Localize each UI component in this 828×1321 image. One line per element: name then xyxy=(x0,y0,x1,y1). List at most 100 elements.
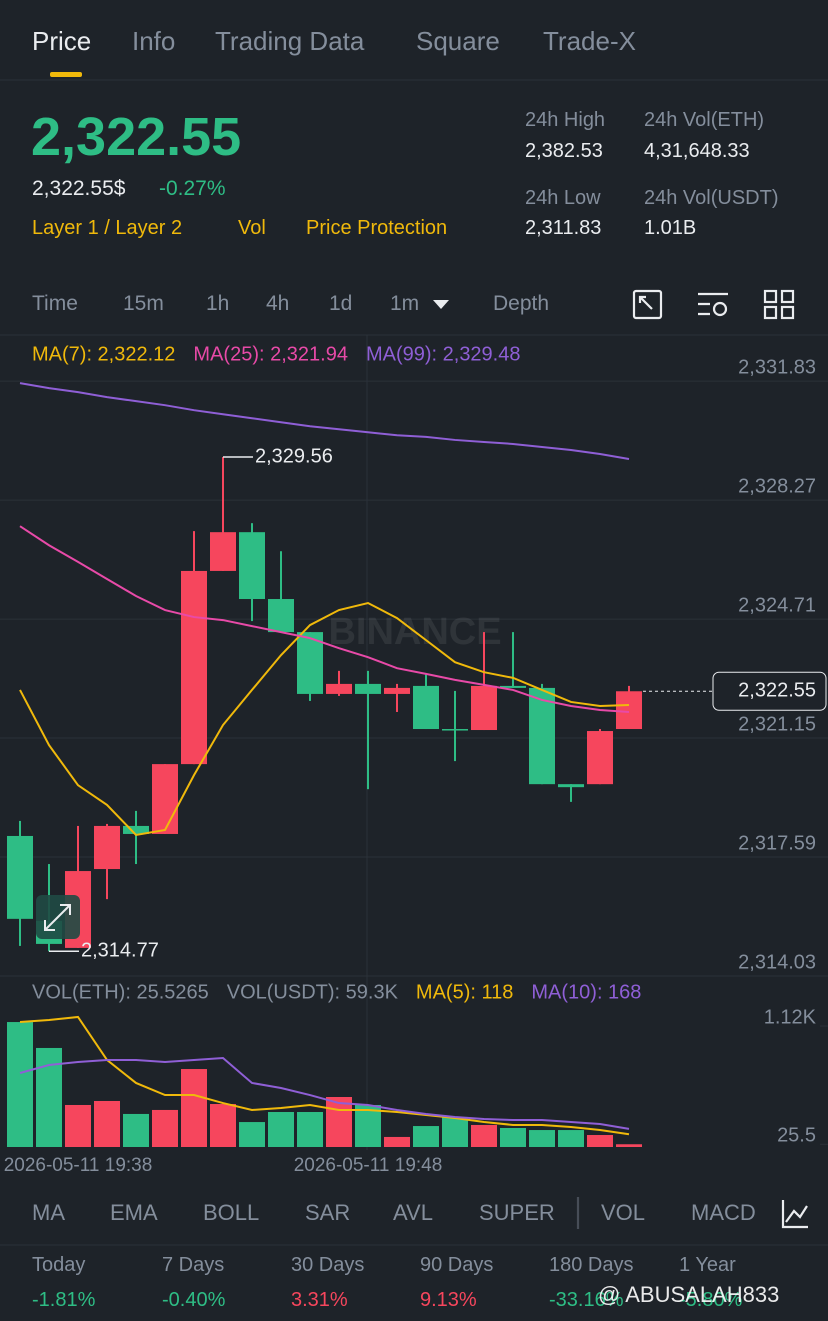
period-value: 9.13% xyxy=(420,1289,477,1311)
candle-body xyxy=(384,687,410,694)
fiat-price: 2,322.55$ xyxy=(32,177,126,200)
stat-label: 24h High xyxy=(525,109,606,131)
y-tick-label: 2,324.71 xyxy=(738,594,816,616)
ma-line xyxy=(19,525,630,713)
legend-entry: MA(7): 2,322.12 xyxy=(32,343,175,365)
period-value: -5.80% xyxy=(679,1289,743,1311)
legend-entry: VOL(ETH): 25.5265 xyxy=(32,981,209,1003)
period-label: 7 Days xyxy=(162,1254,225,1276)
period-value: 3.31% xyxy=(291,1289,348,1311)
extreme-label: 2,314.77 xyxy=(81,940,159,962)
icon xyxy=(780,305,795,320)
interval[interactable]: 1h xyxy=(206,292,230,315)
candle-body xyxy=(529,687,555,785)
y-tick-label: 2,328.27 xyxy=(738,475,816,497)
tag[interactable]: Price Protection xyxy=(306,217,448,239)
period-label: Today xyxy=(32,1254,86,1276)
candle-body xyxy=(616,691,642,730)
expand-icon xyxy=(44,904,71,931)
stat-label: 24h Low xyxy=(525,187,601,209)
y-tick-label: 25.5 xyxy=(777,1125,816,1147)
tag[interactable]: Layer 1 / Layer 2 xyxy=(32,217,183,239)
volume-bar xyxy=(442,1116,468,1147)
candle-body xyxy=(558,784,584,788)
volume-bar xyxy=(384,1136,410,1147)
last-price-box xyxy=(712,671,827,711)
indicator[interactable]: BOLL xyxy=(203,1200,260,1225)
last-price-label: 2,322.55 xyxy=(738,680,816,702)
y-tick-label: 1.12K xyxy=(764,1006,817,1028)
candle-body xyxy=(326,683,352,694)
candle-body xyxy=(413,685,439,730)
ma-line xyxy=(19,1015,630,1136)
period-value: -33.16% xyxy=(549,1289,624,1311)
x-tick-label: 2026-05-11 19:38 xyxy=(4,1155,153,1176)
candle-body xyxy=(297,632,323,694)
volume-bar xyxy=(587,1135,613,1147)
toolbar-icons xyxy=(576,289,808,1229)
indicator[interactable]: SUPER xyxy=(479,1200,555,1225)
indicator[interactable]: MA xyxy=(32,1200,65,1225)
tab[interactable]: Price xyxy=(32,26,92,56)
candle-body xyxy=(210,532,236,571)
interval[interactable]: Depth xyxy=(493,292,550,315)
y-tick-label: 2,331.83 xyxy=(738,356,816,378)
interval[interactable]: 4h xyxy=(266,292,290,315)
interval[interactable]: 1m xyxy=(390,292,420,315)
stat-value: 4,31,648.33 xyxy=(644,140,750,162)
indicator[interactable]: VOL xyxy=(601,1200,646,1225)
extreme-label: 2,329.56 xyxy=(255,445,333,467)
volume-bar xyxy=(210,1104,236,1147)
indicator[interactable]: SAR xyxy=(305,1200,351,1225)
candle-body xyxy=(587,731,613,785)
indicator[interactable]: EMA xyxy=(110,1200,158,1225)
period-label: 30 Days xyxy=(291,1254,365,1276)
icon-layout[interactable] xyxy=(763,289,778,304)
indicator[interactable]: MACD xyxy=(691,1200,756,1225)
interval[interactable]: Time xyxy=(32,292,78,315)
candle-body xyxy=(268,599,294,633)
volume-bar xyxy=(558,1130,584,1147)
candle-body xyxy=(355,683,381,694)
volume-bar xyxy=(297,1112,323,1147)
icon xyxy=(780,289,795,304)
tab[interactable]: Trading Data xyxy=(215,26,365,56)
icon-chart[interactable] xyxy=(781,1200,808,1229)
icon xyxy=(638,295,653,310)
volume-bar xyxy=(355,1104,381,1147)
stat-label: 24h Vol(ETH) xyxy=(644,109,765,131)
candle-body xyxy=(471,685,497,731)
ma-line xyxy=(19,382,630,460)
candle-body xyxy=(500,685,526,688)
ma-line xyxy=(19,601,630,837)
volume-bar xyxy=(181,1069,207,1147)
interval[interactable]: 1d xyxy=(329,292,353,315)
candle-body xyxy=(123,825,149,834)
period-label: 90 Days xyxy=(420,1254,494,1276)
volume-bar xyxy=(616,1144,642,1147)
tab[interactable]: Square xyxy=(416,26,500,56)
price-change: -0.27% xyxy=(159,177,226,200)
y-tick-label: 2,321.15 xyxy=(738,713,816,735)
stat-value: 1.01B xyxy=(644,217,697,239)
icon xyxy=(712,301,728,317)
stat-label: 24h Vol(USDT) xyxy=(644,187,779,209)
volume-bar xyxy=(529,1130,555,1147)
icon-fullscreen[interactable] xyxy=(632,289,663,320)
candle-body xyxy=(7,835,33,919)
icon-settings[interactable] xyxy=(698,292,728,316)
volume-bar xyxy=(268,1112,294,1147)
tag[interactable]: Vol xyxy=(238,217,266,239)
candle-body xyxy=(442,729,468,731)
plot: 2,331.83 2,328.27 2,324.71 2,321.15 2,317.59… xyxy=(0,343,828,1176)
volume-bar xyxy=(36,1047,62,1147)
interval[interactable]: 15m xyxy=(123,292,164,315)
tab[interactable]: Info xyxy=(132,26,176,56)
indicator[interactable]: AVL xyxy=(393,1200,433,1225)
tab[interactable]: Trade-X xyxy=(543,26,636,56)
x-tick-label: 2026-05-11 19:48 xyxy=(294,1155,443,1176)
volume-bar xyxy=(123,1113,149,1147)
y-tick-label: 2,317.59 xyxy=(738,832,816,854)
